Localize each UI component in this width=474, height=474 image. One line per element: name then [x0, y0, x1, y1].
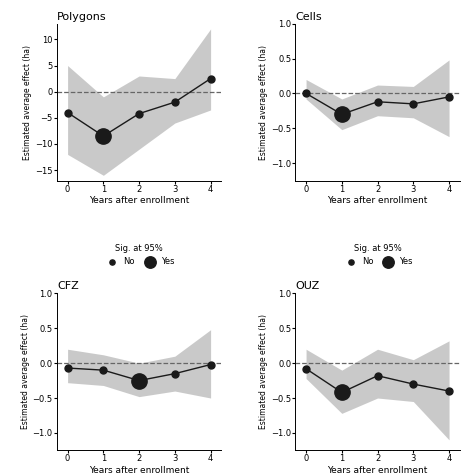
Y-axis label: Estimated average effect (ha): Estimated average effect (ha) — [259, 314, 268, 429]
X-axis label: Years after enrollment: Years after enrollment — [328, 197, 428, 206]
X-axis label: Years after enrollment: Years after enrollment — [89, 197, 189, 206]
X-axis label: Years after enrollment: Years after enrollment — [328, 466, 428, 474]
Text: OUZ: OUZ — [295, 281, 319, 292]
X-axis label: Years after enrollment: Years after enrollment — [89, 466, 189, 474]
Text: CFZ: CFZ — [57, 281, 79, 292]
Y-axis label: Estimated average effect (ha): Estimated average effect (ha) — [259, 45, 268, 160]
Text: Polygons: Polygons — [57, 11, 107, 21]
Text: Cells: Cells — [295, 11, 322, 21]
Y-axis label: Estimated average effect (ha): Estimated average effect (ha) — [21, 314, 30, 429]
Legend: No, Yes: No, Yes — [343, 244, 412, 266]
Legend: No, Yes: No, Yes — [104, 244, 174, 266]
Y-axis label: Estimated average effect (ha): Estimated average effect (ha) — [23, 45, 32, 160]
